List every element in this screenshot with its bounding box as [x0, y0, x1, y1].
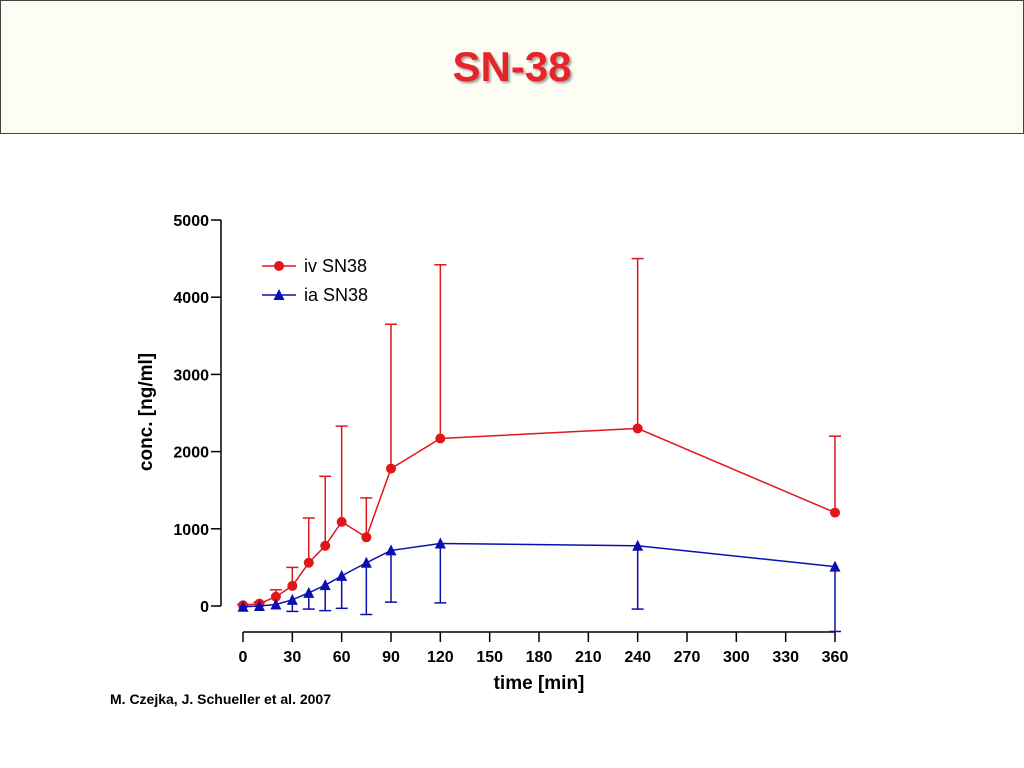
x-tick-label: 30: [283, 649, 301, 666]
data-point: [385, 544, 397, 556]
data-point: [320, 540, 331, 551]
data-point: [270, 591, 281, 602]
x-tick-label: 150: [476, 649, 503, 666]
data-point: [361, 532, 372, 543]
title-box: SN-38: [0, 0, 1024, 134]
data-point: [360, 556, 372, 568]
y-tick-label: 5000: [173, 213, 209, 230]
data-point: [435, 433, 446, 444]
data-point: [632, 423, 643, 434]
y-tick-label: 1000: [173, 522, 209, 539]
data-point: [303, 586, 315, 598]
data-point: [829, 560, 841, 572]
data-point: [273, 289, 285, 300]
x-tick-label: 60: [333, 649, 351, 666]
y-axis-label: conc. [ng/ml]: [136, 353, 157, 471]
y-tick-label: 0: [200, 599, 209, 616]
y-tick-label: 4000: [173, 290, 209, 307]
x-tick-label: 330: [772, 649, 799, 666]
data-point: [632, 539, 644, 551]
data-point: [319, 579, 331, 591]
data-point: [386, 463, 396, 474]
legend-label: ia SN38: [304, 285, 368, 305]
data-point: [270, 598, 282, 610]
x-tick-label: 210: [575, 649, 602, 666]
series-line-1: [242, 542, 836, 608]
citation: M. Czejka, J. Schueller et al. 2007: [110, 691, 331, 707]
x-axis-label: time [min]: [494, 673, 585, 694]
data-point: [274, 261, 284, 271]
data-point: [287, 580, 298, 591]
x-tick-label: 240: [624, 649, 651, 666]
data-point: [830, 507, 840, 518]
legend-label: iv SN38: [304, 256, 367, 276]
x-tick-label: 360: [822, 649, 849, 666]
series-line-0: [242, 427, 836, 606]
x-tick-label: 0: [239, 649, 248, 666]
data-point: [237, 600, 249, 612]
x-tick-label: 120: [427, 649, 454, 666]
data-point: [303, 557, 314, 568]
data-point: [286, 593, 298, 605]
x-tick-label: 270: [674, 649, 701, 666]
slide-title: SN-38: [452, 43, 572, 90]
data-point: [434, 537, 446, 549]
x-tick-label: 300: [723, 649, 750, 666]
data-point: [253, 600, 265, 611]
data-point: [336, 516, 347, 527]
x-tick-label: 90: [382, 649, 400, 666]
data-point: [336, 569, 348, 581]
y-tick-label: 3000: [173, 367, 209, 384]
x-tick-label: 180: [526, 649, 553, 666]
y-tick-label: 2000: [173, 445, 209, 462]
